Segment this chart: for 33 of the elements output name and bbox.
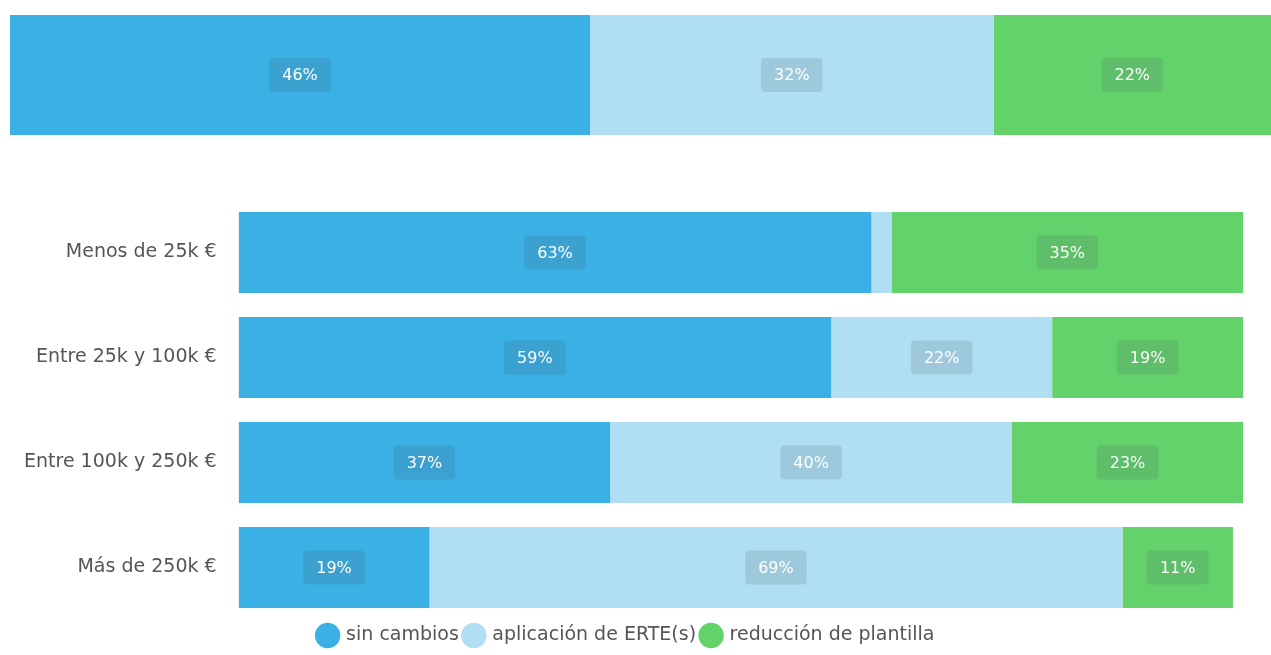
- legend-label: sin cambios: [346, 622, 459, 645]
- bar: [610, 422, 1012, 503]
- data-label: 40%: [793, 452, 829, 472]
- data-label: 11%: [1159, 557, 1196, 577]
- bar: [238, 212, 872, 293]
- data-label: 23%: [1109, 452, 1146, 472]
- bar: [1052, 317, 1243, 398]
- bar: [238, 422, 611, 503]
- data-label: 19%: [316, 557, 352, 577]
- data-label: 35%: [1049, 242, 1086, 262]
- data-label: 32%: [774, 65, 810, 85]
- data-label: 46%: [282, 65, 318, 85]
- bar: [831, 317, 1053, 398]
- bar: [891, 212, 1243, 293]
- y-tick-label: Menos de 25k €: [65, 239, 217, 262]
- bar: [1011, 422, 1243, 503]
- bar: [871, 212, 892, 293]
- data-label: 69%: [758, 557, 794, 577]
- bar: [238, 527, 430, 608]
- bar: [1122, 527, 1233, 608]
- legend-label: reducción de plantilla: [729, 622, 935, 645]
- y-tick-label: Entre 100k y 250k €: [24, 449, 217, 472]
- data-label: 59%: [517, 347, 553, 367]
- bar: [429, 527, 1123, 608]
- data-label: 22%: [1114, 65, 1151, 85]
- data-label: 37%: [406, 452, 443, 472]
- y-tick-label: Entre 25k y 100k €: [36, 344, 217, 367]
- data-label: 22%: [923, 347, 960, 367]
- data-label: 19%: [1129, 347, 1166, 367]
- data-label: 63%: [537, 242, 573, 262]
- bar: [238, 317, 832, 398]
- y-tick-label: Más de 250k €: [77, 554, 217, 577]
- legend-label: aplicación de ERTE(s): [492, 622, 697, 645]
